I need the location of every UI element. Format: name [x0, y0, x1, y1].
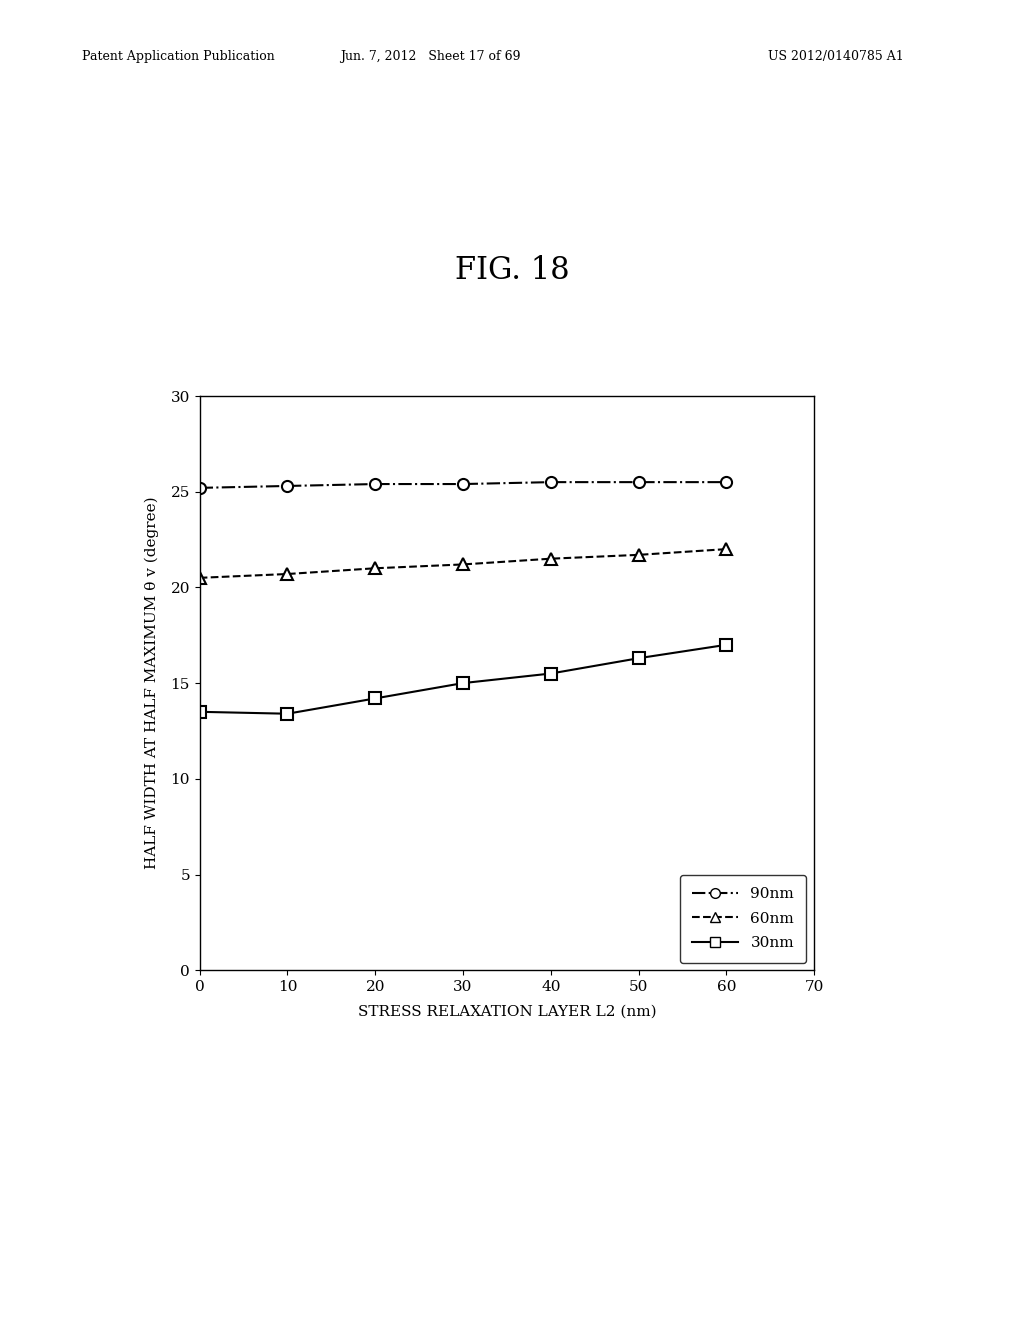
- Text: Patent Application Publication: Patent Application Publication: [82, 50, 274, 63]
- Y-axis label: HALF WIDTH AT HALF MAXIMUM θ v (degree): HALF WIDTH AT HALF MAXIMUM θ v (degree): [145, 496, 160, 870]
- Text: FIG. 18: FIG. 18: [455, 255, 569, 286]
- Legend: 90nm, 60nm, 30nm: 90nm, 60nm, 30nm: [680, 875, 807, 962]
- Text: US 2012/0140785 A1: US 2012/0140785 A1: [768, 50, 904, 63]
- Text: Jun. 7, 2012   Sheet 17 of 69: Jun. 7, 2012 Sheet 17 of 69: [340, 50, 520, 63]
- X-axis label: STRESS RELAXATION LAYER L2 (nm): STRESS RELAXATION LAYER L2 (nm): [357, 1005, 656, 1019]
